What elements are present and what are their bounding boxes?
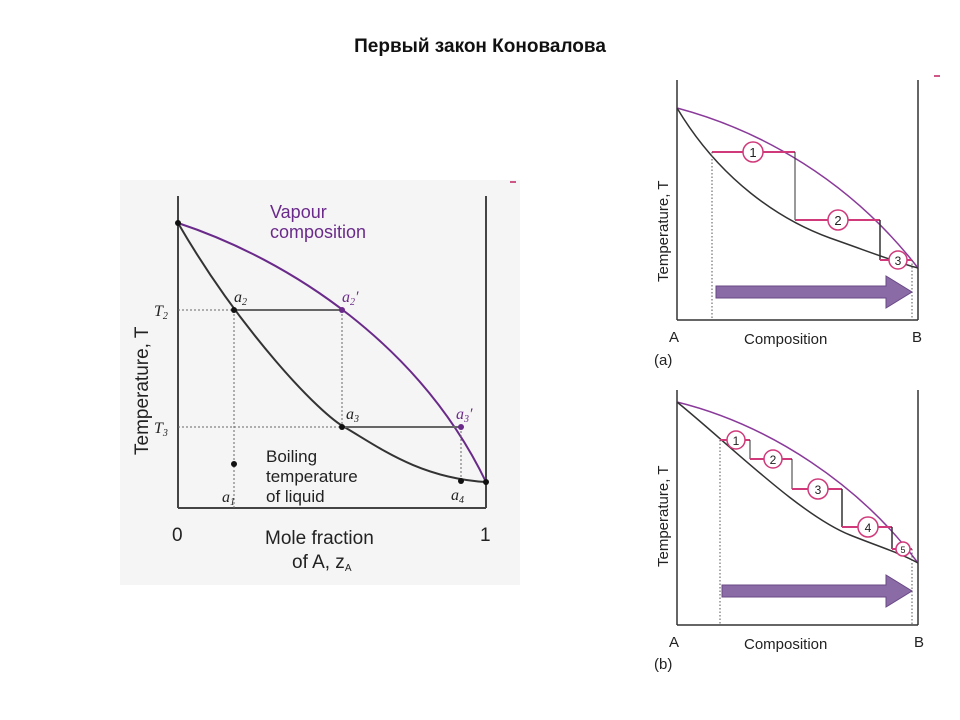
svg-text:2: 2	[834, 213, 841, 228]
left-phase-diagram: Vapour composition Boiling temperature o…	[120, 180, 520, 585]
panel-b-y-label: Temperature, T	[655, 466, 672, 567]
left-x-axis-label-2: of A, zA	[292, 552, 352, 574]
panel-b-x-label: Composition	[744, 636, 827, 653]
svg-text:1: 1	[733, 434, 740, 448]
panel-a-y-label: Temperature, T	[655, 181, 672, 282]
panel-a-caption: (a)	[654, 352, 672, 369]
t3-label: T3	[154, 420, 168, 439]
t2-label: T2	[154, 303, 168, 322]
liquid-label-2: temperature	[266, 467, 358, 486]
point-top	[175, 220, 181, 226]
svg-text:2: 2	[770, 453, 777, 467]
x-tick-0: 0	[172, 525, 183, 546]
svg-text:3: 3	[895, 254, 902, 268]
panel-a-x-label: Composition	[744, 331, 827, 348]
panel-a-x-left: A	[669, 329, 679, 346]
a3-label: a3	[346, 406, 359, 425]
svg-text:5: 5	[900, 545, 905, 555]
svg-text:4: 4	[865, 521, 872, 535]
page-title: Первый закон Коновалова	[354, 36, 606, 57]
liquid-label-3: of liquid	[266, 487, 325, 506]
point-end	[483, 479, 489, 485]
a1-label: a1	[222, 489, 235, 508]
a3-prime-label: a3′	[456, 406, 473, 425]
point-a1	[231, 461, 237, 467]
left-x-axis-label-1: Mole fraction	[265, 528, 374, 549]
point-a2	[231, 307, 237, 313]
a4-label: a4	[451, 487, 464, 506]
panel-b-step-1: 1	[726, 430, 746, 450]
panel-b-x-right: B	[914, 634, 924, 651]
a2-prime-label: a2′	[342, 289, 359, 308]
panel-b-step-5: 5	[895, 541, 911, 557]
panel-b-arrow	[721, 574, 913, 608]
panel-a-x-right: B	[912, 329, 922, 346]
vapour-label-1: Vapour	[270, 202, 327, 222]
panel-a-diagram: 1 2 3 Temperature, T A B Composition (a)	[654, 75, 940, 369]
x-tick-1: 1	[480, 525, 491, 546]
panel-a-step-3: 3	[888, 250, 908, 270]
point-a3	[339, 424, 345, 430]
vapour-label-2: composition	[270, 222, 366, 242]
a2-label: a2	[234, 289, 247, 308]
vapour-curve	[177, 222, 487, 483]
point-a3-prime	[458, 424, 464, 430]
panel-b-liquid-curve	[676, 401, 919, 564]
panel-b-vapour-curve	[676, 401, 919, 564]
point-a4	[458, 478, 464, 484]
panel-a-arrow	[715, 275, 913, 309]
panel-a-step-2: 2	[827, 209, 849, 231]
panel-b-x-left: A	[669, 634, 679, 651]
svg-text:1: 1	[749, 145, 756, 160]
panel-a-vapour-curve	[676, 107, 919, 269]
left-y-axis-label: Temperature, T	[132, 326, 153, 455]
panel-b-step-4: 4	[857, 516, 879, 538]
panel-a-liquid-curve	[676, 107, 919, 269]
svg-text:3: 3	[815, 483, 822, 497]
panel-b-step-2: 2	[763, 449, 783, 469]
panel-b-caption: (b)	[654, 656, 672, 673]
panel-a-step-1: 1	[742, 141, 764, 163]
panel-b-diagram: 1 2 3 4 5 Temperature, T A B Composition…	[654, 390, 924, 673]
liquid-label-1: Boiling	[266, 447, 317, 466]
panel-b-step-3: 3	[807, 478, 829, 500]
point-a2-prime	[339, 307, 345, 313]
